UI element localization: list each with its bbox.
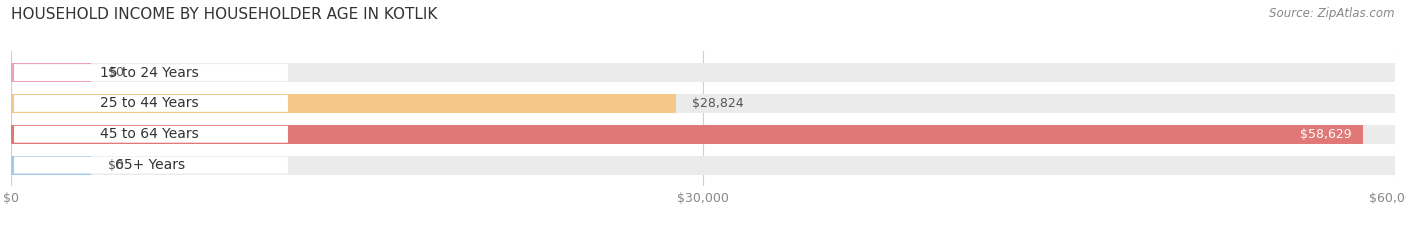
Bar: [11, 156, 1395, 175]
Text: Source: ZipAtlas.com: Source: ZipAtlas.com: [1270, 7, 1395, 20]
Text: $58,629: $58,629: [1301, 128, 1353, 141]
Bar: [11, 63, 1395, 82]
Text: 65+ Years: 65+ Years: [114, 158, 184, 172]
Text: HOUSEHOLD INCOME BY HOUSEHOLDER AGE IN KOTLIK: HOUSEHOLD INCOME BY HOUSEHOLDER AGE IN K…: [11, 7, 437, 22]
Text: $28,824: $28,824: [693, 97, 744, 110]
Bar: [11, 63, 91, 82]
Bar: [11, 125, 1364, 144]
Bar: [11, 94, 676, 113]
FancyBboxPatch shape: [14, 126, 288, 143]
FancyBboxPatch shape: [14, 95, 288, 112]
Bar: [11, 125, 1395, 144]
Bar: [11, 156, 91, 175]
FancyBboxPatch shape: [14, 64, 288, 81]
Text: 25 to 44 Years: 25 to 44 Years: [100, 96, 198, 110]
Text: 45 to 64 Years: 45 to 64 Years: [100, 127, 200, 141]
FancyBboxPatch shape: [14, 157, 288, 174]
Bar: [11, 94, 1395, 113]
Text: $0: $0: [108, 66, 124, 79]
Text: 15 to 24 Years: 15 to 24 Years: [100, 65, 200, 79]
Text: $0: $0: [108, 159, 124, 172]
